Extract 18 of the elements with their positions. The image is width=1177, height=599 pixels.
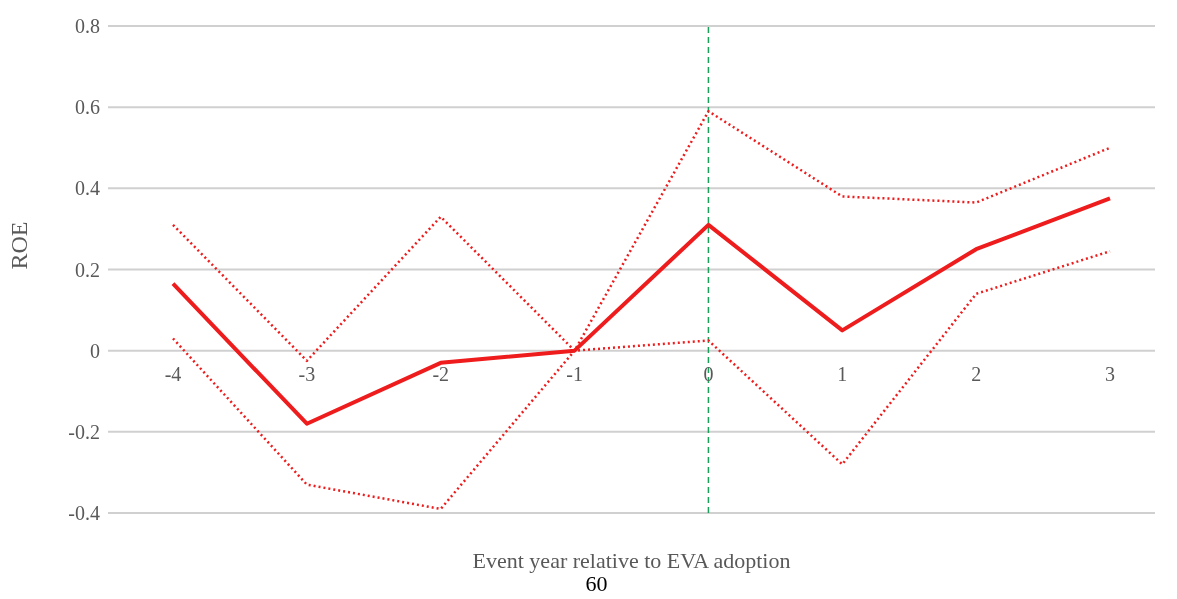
x-tick-label: 3 bbox=[1105, 362, 1115, 385]
y-tick-label: 0.8 bbox=[75, 15, 100, 38]
x-tick-label: 0 bbox=[703, 362, 714, 385]
x-tick-label: -3 bbox=[298, 362, 316, 385]
y-tick-label: 0 bbox=[90, 339, 100, 362]
y-axis-title: ROE bbox=[5, 221, 32, 270]
x-tick-label: -1 bbox=[566, 362, 583, 385]
y-tick-label: 0.4 bbox=[75, 177, 100, 200]
y-tick-label: 0.2 bbox=[75, 258, 100, 281]
y-tick-label: 0.6 bbox=[75, 96, 100, 119]
x-tick-label: -4 bbox=[164, 362, 182, 385]
x-tick-label: -2 bbox=[432, 362, 450, 385]
y-tick-label: -0.4 bbox=[68, 502, 100, 525]
x-tick-label: 1 bbox=[837, 362, 848, 385]
y-tick-label: -0.2 bbox=[68, 420, 100, 443]
x-axis-title: Event year relative to EVA adoption bbox=[472, 548, 791, 573]
text: 60 bbox=[584, 571, 609, 597]
x-tick-label: 2 bbox=[971, 362, 982, 385]
